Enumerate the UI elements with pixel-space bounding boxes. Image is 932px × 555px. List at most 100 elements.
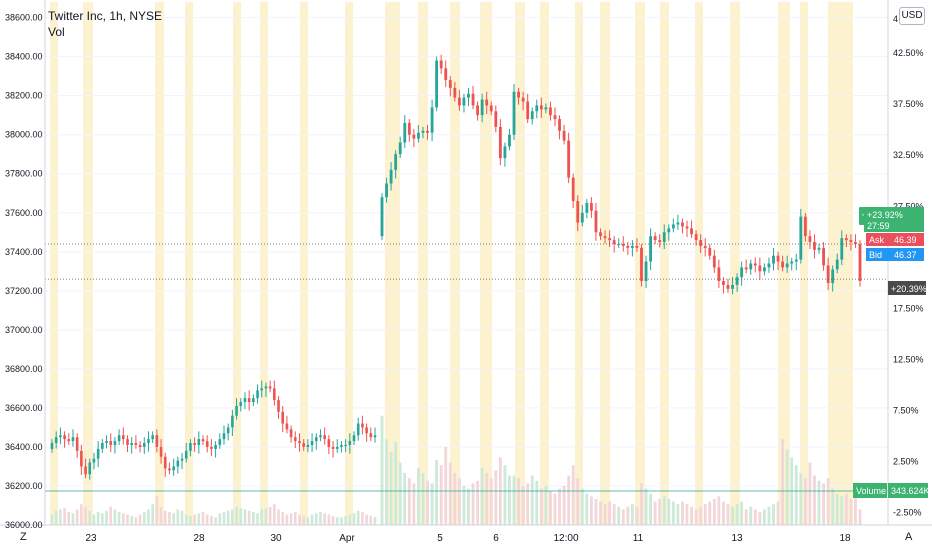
left-axis-tick: 38600.00 (5, 13, 43, 23)
candle-body (562, 130, 566, 141)
candle-body (640, 247, 643, 282)
volume-bar (289, 513, 293, 525)
candle-body (331, 446, 335, 449)
ask-value: 46.39 (894, 235, 917, 245)
volume-bar (385, 439, 388, 525)
left-axis-tick: 38000.00 (5, 130, 43, 140)
volume-bar (676, 504, 680, 525)
candle-body (117, 435, 121, 442)
volume-bar (389, 452, 393, 525)
volume-bar (134, 517, 138, 525)
candle-body (138, 444, 142, 447)
session-band (418, 2, 428, 525)
candle-body (658, 240, 662, 243)
candle-body (344, 444, 347, 446)
volume-bar (467, 488, 470, 525)
candle-body (690, 228, 693, 235)
time-axis-tick: Apr (339, 533, 355, 544)
candle-body (365, 427, 368, 434)
volume-bar (417, 467, 420, 525)
volume-bar (101, 513, 104, 525)
volume-bar (50, 514, 54, 525)
timezone-button[interactable]: Z (20, 531, 27, 543)
volume-bar (712, 499, 716, 525)
volume-legend: Vol (48, 25, 65, 39)
volume-bar (549, 491, 552, 525)
time-axis-tick: 11 (633, 533, 644, 544)
session-band (300, 2, 308, 525)
candle-body (539, 105, 543, 110)
candle-body (323, 435, 326, 440)
candle-body (189, 443, 192, 451)
volume-bar (151, 504, 154, 525)
candle-body (218, 439, 222, 445)
volume-bar (603, 504, 607, 525)
volume-bar (799, 473, 803, 525)
session-band (800, 2, 808, 525)
volume-bar (243, 509, 247, 525)
volume-bar (138, 514, 142, 525)
volume-bar (117, 512, 121, 525)
volume-bar (503, 465, 507, 525)
bid-value-badge (888, 248, 924, 261)
volume-bar (298, 514, 301, 525)
volume-bar (75, 509, 79, 525)
candle-body (621, 243, 625, 246)
candle-body (285, 423, 289, 430)
candle-body (708, 247, 712, 256)
candle-body (498, 126, 502, 159)
volume-bar (580, 488, 584, 525)
candle-body (180, 458, 184, 461)
volume-bar (92, 514, 96, 525)
volume-bar (109, 506, 113, 525)
volume-bar (758, 512, 762, 525)
volume-bar (172, 513, 175, 525)
volume-bar (671, 501, 675, 525)
candle-body (264, 386, 268, 389)
candle-body (681, 222, 684, 227)
volume-bar (369, 515, 373, 525)
volume-bar (644, 488, 648, 525)
candle-body (726, 284, 730, 289)
session-band (540, 2, 549, 525)
candle-body (835, 259, 839, 270)
candle-body (134, 443, 138, 445)
volume-bar (319, 512, 322, 525)
candle-body (172, 466, 175, 471)
candle-body (758, 265, 762, 272)
bid-value: 46.37 (894, 250, 917, 260)
volume-bar (776, 501, 780, 525)
volume-bar (163, 510, 167, 525)
currency-button[interactable]: USD (899, 7, 925, 25)
volume-bar (403, 473, 407, 525)
candle-body (535, 105, 539, 112)
volume-bar (365, 514, 368, 525)
candle-body (630, 245, 634, 248)
candle-body (352, 435, 356, 442)
candle-body (394, 154, 398, 170)
auto-scale-button[interactable]: A (905, 531, 913, 543)
volume-bar (489, 478, 493, 525)
candle-body (71, 437, 75, 442)
session-band (695, 2, 703, 525)
session-band (515, 2, 525, 525)
candle-body (63, 435, 66, 440)
volume-bar (122, 513, 125, 525)
time-axis-tick: 28 (193, 533, 205, 544)
volume-bar (281, 512, 285, 525)
ask-value-badge (888, 233, 924, 246)
candle-body (273, 388, 276, 401)
left-axis-tick: 37600.00 (5, 208, 43, 218)
volume-bar (126, 514, 129, 525)
right-axis-tick: 32.50% (893, 150, 924, 160)
candle-body (781, 261, 785, 268)
volume-bar (667, 499, 671, 525)
candle-body (389, 169, 393, 184)
volume-bar (306, 517, 310, 525)
candle-body (197, 439, 201, 445)
candle-body (142, 443, 146, 447)
candle-body (508, 134, 511, 147)
volume-bar (822, 483, 825, 525)
